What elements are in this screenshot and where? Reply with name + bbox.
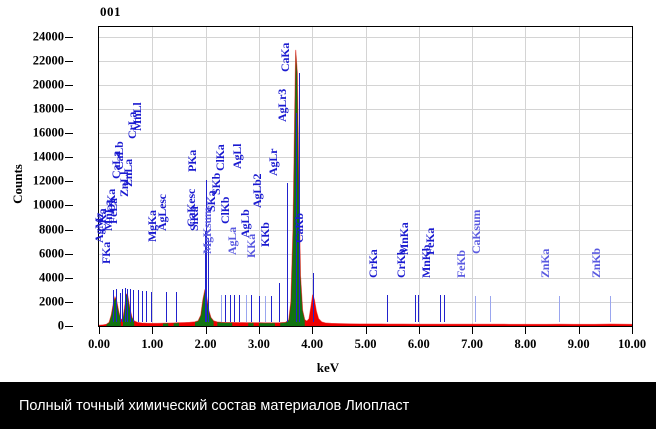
spectrum-background-red xyxy=(99,49,632,326)
y-axis-tick-mark xyxy=(65,277,73,279)
x-axis-title: keV xyxy=(316,360,340,375)
x-axis-tick-label: 5.00 xyxy=(354,337,377,351)
gridline-vertical xyxy=(525,27,527,326)
x-axis-tick-mark xyxy=(312,327,314,334)
y-axis-tick-mark xyxy=(65,157,73,159)
spectrum-series xyxy=(99,49,632,326)
x-axis-tick-mark xyxy=(472,327,474,334)
gridline-vertical xyxy=(258,27,260,326)
y-axis-tick-label: 16000 xyxy=(32,125,64,140)
plot-title: 001 xyxy=(100,4,121,19)
spectrum-outline xyxy=(99,49,632,326)
y-axis-tick-mark xyxy=(65,205,73,207)
y-axis-tick-label: 0 xyxy=(57,318,64,333)
x-axis-tick-label: 4.00 xyxy=(301,337,324,351)
y-axis-tick-label: 8000 xyxy=(39,222,64,237)
gridline-vertical xyxy=(472,27,474,326)
y-axis-tick-mark xyxy=(65,60,73,62)
x-axis-tick-mark xyxy=(632,327,633,334)
y-axis-tick-mark xyxy=(65,229,73,231)
y-axis-tick-mark xyxy=(65,253,73,255)
x-axis-tick-label: 8.00 xyxy=(514,337,537,351)
y-axis-tick-label: 18000 xyxy=(32,101,64,116)
gridline-vertical xyxy=(578,27,580,326)
spectrum-window-green-10 xyxy=(280,49,305,326)
y-axis-tick-mark xyxy=(65,36,73,38)
y-axis-tick-label: 2000 xyxy=(39,294,64,309)
spectrum-window-green-1 xyxy=(122,294,135,326)
x-axis-tick-mark xyxy=(525,327,527,334)
y-axis-tick-label: 20000 xyxy=(32,77,64,92)
y-axis-tick-label: 10000 xyxy=(32,197,64,212)
x-axis-tick-label: 9.00 xyxy=(567,337,590,351)
y-axis-tick-mark xyxy=(65,326,73,327)
gridline-vertical xyxy=(418,27,420,326)
x-axis-tick-mark xyxy=(578,327,580,334)
y-axis: 0 2000 4000 6000 8000 10000 12000 14000 16000 180… xyxy=(0,0,98,382)
x-axis-tick-label: 1.00 xyxy=(141,337,164,351)
gridline-vertical xyxy=(365,27,367,326)
y-axis-tick-label: 6000 xyxy=(39,246,64,261)
y-axis-tick-mark xyxy=(65,84,73,86)
y-axis-tick-label: 24000 xyxy=(32,29,64,44)
y-axis-tick-mark xyxy=(65,133,73,135)
y-axis-tick-label: 14000 xyxy=(32,149,64,164)
y-axis-tick-label: 4000 xyxy=(39,270,64,285)
spectrum-window-green-4 xyxy=(173,322,179,326)
y-axis-tick-mark xyxy=(65,301,73,303)
plot-area xyxy=(98,26,633,327)
x-axis-tick-mark xyxy=(205,327,207,334)
x-axis-tick-label: 2.00 xyxy=(194,337,217,351)
x-axis-tick-label: 6.00 xyxy=(407,337,430,351)
eds-spectrum-chart: 001 0 2000 4000 6000 8000 10000 12000 14000 1600… xyxy=(0,0,647,382)
y-axis-tick-mark xyxy=(65,181,73,183)
x-axis-tick-mark xyxy=(258,327,260,334)
x-axis-tick-label: 7.00 xyxy=(461,337,484,351)
gridline-vertical xyxy=(152,27,154,326)
x-axis-tick-mark xyxy=(99,327,100,334)
x-axis-tick-label: 0.00 xyxy=(88,337,110,351)
caption-bar: Полный точный химический состав материал… xyxy=(0,382,656,429)
y-axis-tick-mark xyxy=(65,108,73,110)
spectrum-window-green-8 xyxy=(248,322,254,326)
spectrum-window-green-5 xyxy=(194,289,214,326)
x-axis-tick-mark xyxy=(152,327,154,334)
gridline-vertical xyxy=(205,27,207,326)
spectrum-window-green-3 xyxy=(162,323,169,326)
y-axis-tick-label: 12000 xyxy=(32,173,64,188)
y-axis-title: Counts xyxy=(10,164,25,204)
x-axis-tick-mark xyxy=(418,327,420,334)
x-axis-tick-label: 3.00 xyxy=(247,337,270,351)
spectrum-window-green-9 xyxy=(258,322,275,326)
x-axis-tick-mark xyxy=(365,327,367,334)
x-axis-tick-label: 10.00 xyxy=(617,337,647,351)
y-axis-tick-label: 22000 xyxy=(32,53,64,68)
gridline-vertical xyxy=(312,27,314,326)
caption-text: Полный точный химический состав материал… xyxy=(19,397,410,414)
